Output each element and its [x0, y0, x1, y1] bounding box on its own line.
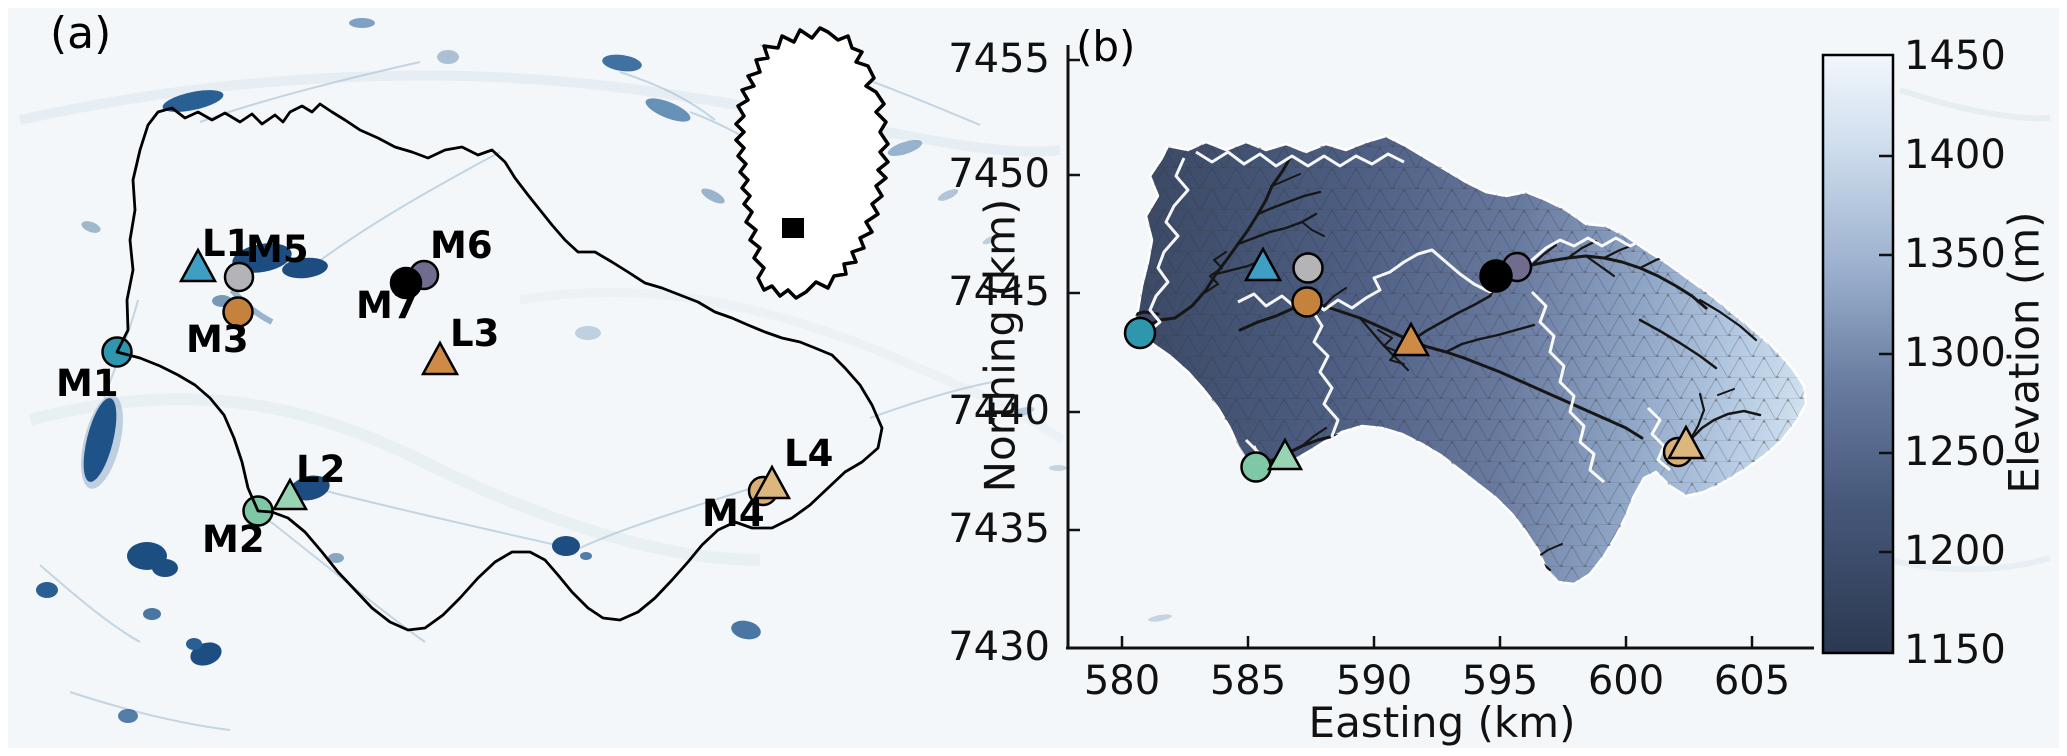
- greenland-outline: [734, 26, 890, 300]
- marker-b-m5: [1292, 252, 1324, 284]
- x-tick-595: 595: [1461, 658, 1539, 704]
- marker-a-l1: [178, 247, 218, 283]
- x-tick-marks: [1120, 636, 1754, 648]
- y-tick-7450: 7450: [948, 151, 1050, 197]
- cb-tick-1150: 1150: [1904, 627, 2006, 673]
- panel-a-markers: [178, 247, 792, 511]
- marker-a-l4: [752, 464, 792, 500]
- cb-tick-1200: 1200: [1904, 528, 2006, 574]
- y-tick-7430: 7430: [948, 624, 1050, 670]
- label-l3: L3: [450, 312, 500, 355]
- label-l4: L4: [784, 432, 834, 475]
- panel-b-tag: (b): [1076, 22, 1136, 71]
- cb-tick-1350: 1350: [1904, 231, 2006, 277]
- cb-tick-1400: 1400: [1904, 132, 2006, 178]
- x-tick-600: 600: [1587, 658, 1665, 704]
- label-l2: L2: [296, 448, 346, 491]
- label-m7: M7: [356, 284, 419, 327]
- colorbar: [1821, 53, 1895, 655]
- x-axis-label: Easting (km): [1308, 698, 1576, 747]
- cb-tick-1300: 1300: [1904, 330, 2006, 376]
- y-tick-marks: [1068, 58, 1080, 650]
- marker-a-m3: [222, 296, 254, 328]
- label-m4: M4: [702, 492, 765, 535]
- marker-b-m3: [1291, 286, 1323, 318]
- marker-a-l3: [420, 340, 460, 376]
- marker-b-l4: [1666, 424, 1706, 460]
- label-m5: M5: [246, 228, 309, 271]
- x-tick-590: 590: [1335, 658, 1413, 704]
- label-m1: M1: [56, 362, 119, 405]
- marker-a-m5: [223, 261, 255, 293]
- catchment-outline-a: [115, 102, 884, 632]
- cb-tick-1450: 1450: [1904, 33, 2006, 79]
- marker-b-l2: [1266, 437, 1304, 471]
- label-m2: M2: [202, 518, 265, 561]
- marker-b-l1: [1243, 246, 1283, 282]
- label-m3: M3: [186, 318, 249, 361]
- y-tick-7455: 7455: [948, 36, 1050, 82]
- marker-b-m2: [1240, 451, 1272, 483]
- marker-a-l2: [271, 477, 309, 511]
- marker-b-m1: [1123, 316, 1157, 350]
- colorbar-label: Elevation (m): [1999, 211, 2049, 494]
- label-l1: L1: [202, 222, 252, 265]
- x-tick-605: 605: [1713, 658, 1791, 704]
- marker-a-m7: [389, 266, 423, 300]
- cb-tick-1250: 1250: [1904, 429, 2006, 475]
- greenland-inset: [734, 26, 890, 300]
- y-tick-7440: 7440: [948, 388, 1050, 434]
- colorbar-tick-marks: [1879, 154, 1893, 554]
- panel-b-markers: [1123, 246, 1706, 483]
- y-tick-7435: 7435: [948, 506, 1050, 552]
- panel-a-lakes: [36, 18, 1172, 723]
- panel-a-tag: (a): [50, 8, 112, 59]
- label-m6: M6: [430, 224, 493, 267]
- y-axis-label: Northing (km): [975, 198, 1025, 493]
- marker-b-l3: [1391, 321, 1431, 357]
- x-tick-585: 585: [1209, 658, 1287, 704]
- panel-a-streams: [39, 44, 1006, 731]
- x-tick-580: 580: [1083, 658, 1161, 704]
- marker-b-m7: [1479, 259, 1513, 293]
- y-tick-7445: 7445: [948, 269, 1050, 315]
- panel-b-axes: [1066, 45, 1814, 650]
- study-area-square-icon: [782, 218, 804, 238]
